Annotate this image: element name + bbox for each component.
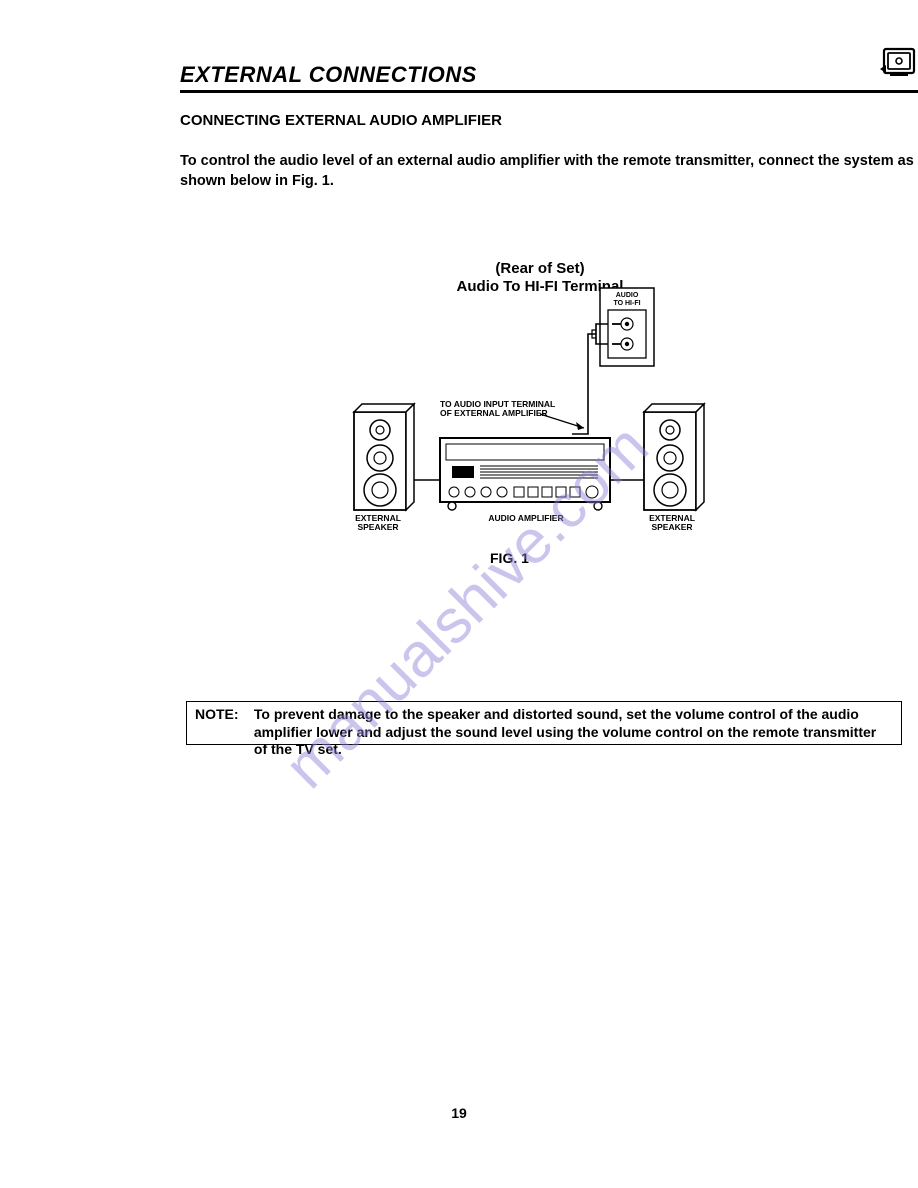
manual-page: EXTERNAL CONNECTIONS CONNECTING EXTERNAL… — [0, 0, 918, 1188]
left-speaker-label: EXTERNAL SPEAKER — [342, 514, 414, 533]
left-speaker-label-text: EXTERNAL SPEAKER — [355, 513, 401, 532]
note-label: NOTE: — [195, 706, 250, 722]
right-speaker-label-text: EXTERNAL SPEAKER — [649, 513, 695, 532]
intro-paragraph: To control the audio level of an externa… — [180, 152, 918, 191]
cable-label: TO AUDIO INPUT TERMINAL OF EXTERNAL AMPL… — [440, 400, 570, 419]
section-title: EXTERNAL CONNECTIONS — [180, 62, 477, 88]
note-body: To prevent damage to the speaker and dis… — [254, 706, 884, 759]
terminal-panel-label: AUDIO TO HI-FI — [606, 292, 648, 307]
cable-label-line2: OF EXTERNAL AMPLIFIER — [440, 408, 548, 418]
diagram-title-line1: (Rear of Set) — [440, 260, 640, 277]
note-box: NOTE: To prevent damage to the speaker a… — [186, 701, 902, 745]
connection-diagram: (Rear of Set) Audio To HI-FI Terminal — [340, 260, 740, 580]
subheading: CONNECTING EXTERNAL AUDIO AMPLIFIER — [180, 112, 502, 129]
tv-corner-icon — [876, 45, 918, 81]
section-underline — [180, 90, 918, 93]
amplifier-label: AUDIO AMPLIFIER — [476, 514, 576, 523]
terminal-panel-label-text: AUDIO TO HI-FI — [613, 292, 640, 307]
page-number: 19 — [0, 1105, 918, 1121]
figure-caption: FIG. 1 — [490, 550, 529, 566]
right-speaker-label: EXTERNAL SPEAKER — [636, 514, 708, 533]
